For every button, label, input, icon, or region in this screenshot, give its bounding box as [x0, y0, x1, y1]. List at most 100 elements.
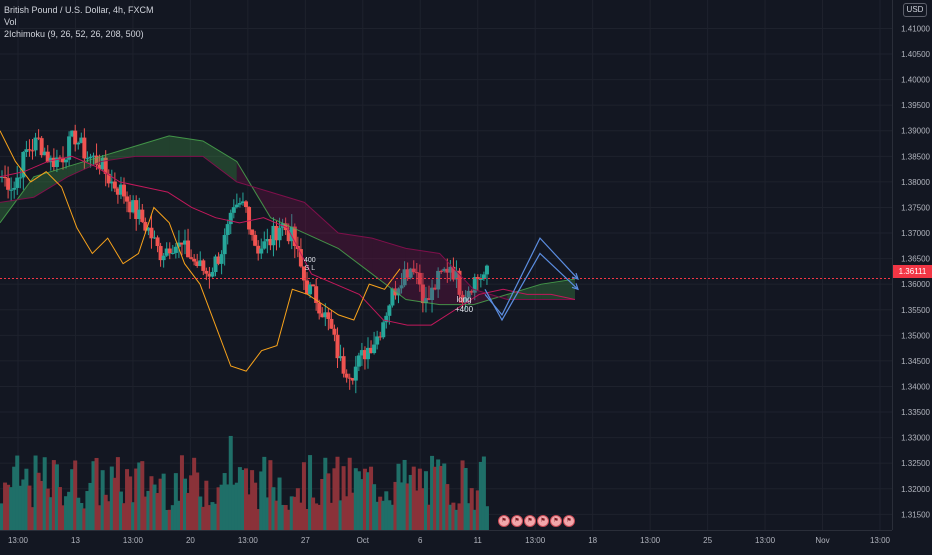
volume-bar — [118, 491, 123, 530]
candle-body — [344, 373, 349, 378]
candle-body — [210, 272, 215, 277]
candle-body — [274, 225, 279, 241]
cloud-segment — [135, 135, 170, 157]
volume-bar — [280, 504, 285, 530]
volume-bar — [393, 481, 398, 530]
volume-bar — [332, 468, 337, 530]
candle-body — [445, 268, 450, 273]
volume-bar — [277, 477, 282, 530]
price-tick-label: 1.36000 — [901, 280, 930, 289]
candle-body — [268, 238, 273, 246]
volume-bar — [103, 494, 108, 530]
volume-bar — [430, 455, 435, 530]
flag-icon[interactable]: ⚑ — [524, 515, 536, 527]
volume-bar — [137, 462, 142, 530]
flag-icon[interactable]: ⚑ — [498, 515, 510, 527]
candle-body — [97, 164, 102, 170]
candle-body — [292, 226, 297, 246]
volume-bar — [6, 484, 11, 530]
candle-body — [57, 157, 62, 159]
price-tick-label: 1.32500 — [901, 459, 930, 468]
candle-body — [30, 150, 35, 152]
volume-bar — [143, 496, 148, 530]
candle-body — [88, 156, 93, 159]
volume-indicator-label[interactable]: Vol — [4, 17, 17, 27]
volume-bar — [396, 463, 401, 530]
volume-bar — [70, 469, 75, 530]
candle-body — [155, 237, 160, 247]
ichimoku-indicator-label[interactable]: 2Ichimoku (9, 26, 52, 26, 208, 500) — [4, 29, 144, 39]
volume-bar — [298, 502, 303, 530]
flag-icon[interactable]: ⚑ — [537, 515, 549, 527]
candle-body — [118, 184, 123, 195]
candle-body — [481, 274, 486, 280]
volume-bar — [225, 484, 230, 530]
candle-body — [347, 377, 352, 379]
candle-body — [0, 176, 4, 178]
volume-bar — [158, 478, 163, 530]
candle-body — [408, 268, 413, 278]
candle-body — [259, 248, 264, 254]
flag-icon[interactable]: ⚑ — [563, 515, 575, 527]
candle-body — [100, 157, 105, 170]
volume-bar — [91, 461, 96, 530]
volume-bar — [457, 503, 462, 530]
symbol-title[interactable]: British Pound / U.S. Dollar, 4h, FXCM — [4, 5, 154, 15]
volume-bar — [341, 466, 346, 530]
volume-bar — [213, 503, 218, 530]
volume-bar — [64, 496, 69, 530]
candle-body — [237, 203, 242, 205]
flag-icon[interactable]: ⚑ — [511, 515, 523, 527]
volume-bar — [210, 502, 215, 530]
candle-body — [359, 350, 364, 356]
candle-body — [167, 248, 172, 254]
candle-body — [27, 149, 32, 151]
volume-bar — [350, 492, 355, 530]
candle-body — [384, 315, 389, 323]
price-tick-label: 1.40000 — [901, 76, 930, 85]
volume-bar — [207, 505, 212, 530]
price-tick-label: 1.33500 — [901, 408, 930, 417]
volume-bar — [436, 459, 441, 530]
trade-label-stop-line2: S L — [304, 265, 316, 272]
candle-body — [228, 212, 233, 225]
candle-body — [67, 136, 72, 160]
volume-bar — [289, 496, 294, 530]
candle-body — [244, 201, 248, 208]
price-scale[interactable] — [892, 0, 932, 530]
volume-bar — [54, 464, 59, 530]
candle-body — [442, 268, 447, 272]
time-tick-label: 13:00 — [525, 536, 546, 545]
time-tick-label: 13:00 — [640, 536, 661, 545]
volume-bar — [402, 459, 407, 530]
candle-body — [423, 298, 428, 304]
volume-bar — [381, 500, 386, 530]
candle-body — [131, 200, 136, 213]
time-tick-label: 11 — [474, 536, 483, 545]
volume-bar — [33, 455, 38, 530]
candle-body — [265, 238, 270, 242]
candle-body — [341, 356, 346, 374]
flag-icon[interactable]: ⚑ — [550, 515, 562, 527]
candle-body — [332, 328, 337, 335]
volume-bar — [442, 463, 447, 530]
volume-bar — [234, 482, 239, 530]
price-tick-label: 1.39000 — [901, 127, 930, 136]
candle-body — [45, 151, 50, 163]
time-tick-label: 18 — [588, 536, 597, 545]
chart-legend: British Pound / U.S. Dollar, 4h, FXCM Vo… — [4, 4, 154, 40]
volume-bar — [366, 472, 370, 530]
time-scale[interactable] — [0, 530, 892, 551]
price-tick-label: 1.40500 — [901, 50, 930, 59]
volume-bar — [97, 505, 102, 530]
candle-body — [54, 157, 59, 168]
candle-body — [173, 246, 178, 253]
candle-body — [106, 173, 111, 184]
currency-button[interactable]: USD — [903, 3, 927, 17]
candle-body — [79, 137, 84, 143]
volume-bar — [192, 457, 197, 530]
candle-body — [417, 272, 422, 285]
volume-bar — [329, 502, 334, 530]
